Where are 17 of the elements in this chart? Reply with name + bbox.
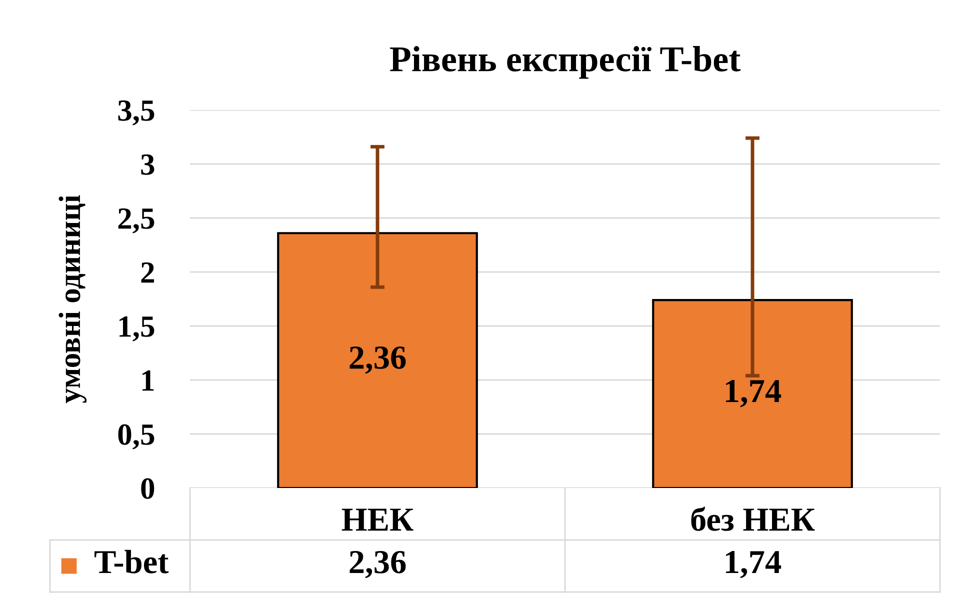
x-tick-label: без НЕК bbox=[691, 506, 815, 531]
y-tick-label: 2,5 bbox=[118, 208, 154, 234]
x-tick-label: НЕК bbox=[342, 508, 414, 531]
y-tick-label: 1 bbox=[142, 370, 154, 391]
data-label: 1,74 bbox=[726, 551, 782, 578]
y-tick-label: 0 bbox=[141, 478, 154, 499]
chart-title: Рівень експресії T-bet bbox=[390, 46, 740, 79]
y-tick-label: 3,5 bbox=[118, 100, 154, 126]
text: 2,36 bbox=[350, 346, 406, 374]
y-tick-label: 1,5 bbox=[120, 316, 154, 342]
text: 1,74 bbox=[726, 380, 782, 408]
y-tick-label: 3 bbox=[141, 154, 154, 175]
data-label: 2,36 bbox=[350, 550, 406, 578]
legend-label: T-bet bbox=[94, 550, 169, 574]
y-axis-title: умовні одиниці bbox=[58, 195, 87, 404]
y-tick-label: 2 bbox=[141, 262, 154, 283]
y-tick-label: 0,5 bbox=[118, 424, 154, 450]
